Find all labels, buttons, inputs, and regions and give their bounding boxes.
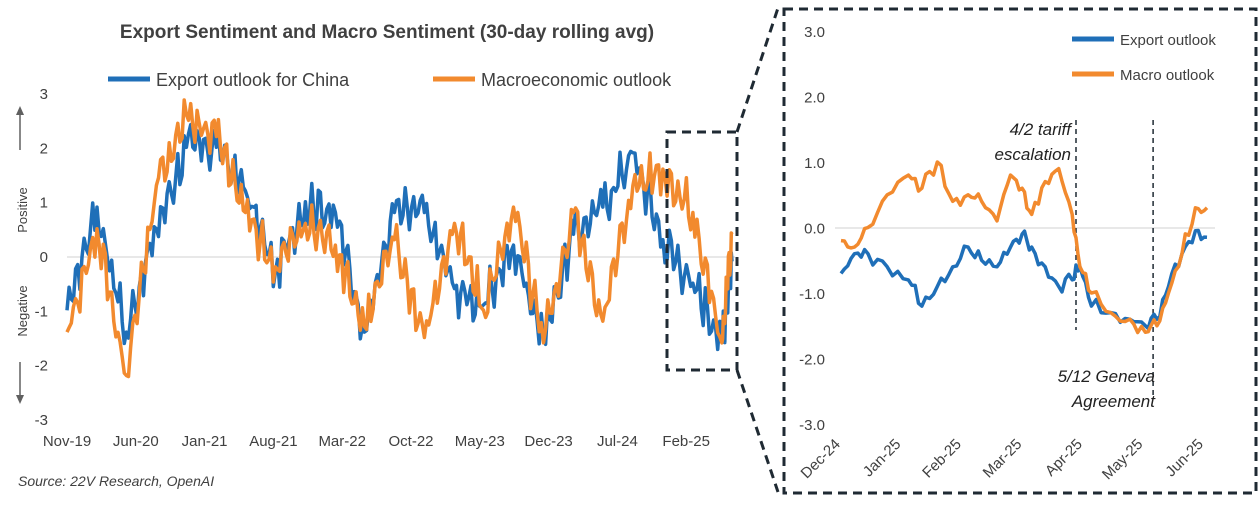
x-tick-label: Dec-24	[798, 436, 844, 482]
right-legend-export-label: Export outlook	[1120, 32, 1216, 49]
left-chart-title: Export Sentiment and Macro Sentiment (30…	[120, 22, 654, 43]
geneva-annotation-line2: Agreement	[1071, 392, 1156, 411]
y-tick-label: -3	[35, 412, 48, 429]
y-tick-label: 2	[40, 140, 48, 157]
y-tick-label: -3.0	[799, 417, 825, 434]
series-line-macro	[840, 160, 1209, 335]
x-tick-label: Feb-25	[662, 433, 710, 450]
up-arrow-icon	[16, 106, 24, 115]
x-tick-label: May-23	[455, 433, 505, 450]
right-series-group	[839, 160, 1209, 335]
y-tick-label: 3.0	[804, 24, 825, 41]
left-chart: Export Sentiment and Macro Sentiment (30…	[15, 7, 780, 493]
down-arrow-icon	[16, 395, 24, 404]
tariff-annotation-line1: 4/2 tariff	[1010, 120, 1074, 139]
y-tick-label: 3	[40, 86, 48, 103]
left-y-axis: 3 2 1 0 -1 -2 -3	[35, 86, 48, 429]
right-chart: 3.0 2.0 1.0 0.0 -1.0 -2.0 -3.0 Dec-24 Jan-25 Feb…	[782, 7, 1258, 495]
left-series-group	[65, 98, 734, 379]
x-tick-label: Nov-19	[43, 433, 91, 450]
right-x-axis: Dec-24 Jan-25 Feb-25 Mar-25 Apr-25 May-25 Jun-…	[798, 436, 1207, 483]
geneva-annotation-line1: 5/12 Geneva	[1058, 367, 1155, 386]
zoom-highlight-box	[665, 130, 739, 372]
x-tick-label: Jan-21	[182, 433, 228, 450]
x-tick-label: Mar-22	[318, 433, 366, 450]
positive-axis-label: Positive	[15, 187, 30, 233]
y-tick-label: 1.0	[804, 155, 825, 172]
x-tick-label: Jan-25	[860, 436, 904, 480]
x-tick-label: Apr-25	[1042, 436, 1086, 480]
tariff-annotation-line2: escalation	[994, 145, 1071, 164]
x-tick-label: May-25	[1099, 436, 1146, 483]
x-tick-label: Jul-24	[597, 433, 638, 450]
y-tick-label: -2	[35, 358, 48, 375]
y-tick-label: 2.0	[804, 90, 825, 107]
series-line-export	[839, 228, 1208, 331]
zoom-connector-top	[735, 7, 780, 133]
x-tick-label: Jun-20	[113, 433, 159, 450]
series-line-macro	[65, 98, 734, 379]
y-tick-label: -1	[35, 303, 48, 320]
x-tick-label: Mar-25	[980, 436, 1026, 482]
x-tick-label: Oct-22	[388, 433, 433, 450]
y-tick-label: 0	[40, 249, 48, 266]
left-legend-macro-label: Macroeconomic outlook	[481, 70, 672, 90]
x-tick-label: Dec-23	[524, 433, 572, 450]
y-tick-label: 1	[40, 195, 48, 212]
y-tick-label: -2.0	[799, 352, 825, 369]
y-tick-label: -1.0	[799, 286, 825, 303]
x-tick-label: Jun-25	[1162, 436, 1206, 480]
source-note: Source: 22V Research, OpenAI	[18, 473, 214, 489]
series-line-export	[65, 122, 734, 352]
right-y-axis: 3.0 2.0 1.0 0.0 -1.0 -2.0 -3.0	[799, 24, 825, 434]
y-tick-label: 0.0	[804, 221, 825, 238]
right-annotations: 4/2 tariff escalation 5/12 Geneva Agreem…	[994, 120, 1156, 411]
zoom-panel-frame	[782, 7, 1258, 495]
x-tick-label: Aug-21	[249, 433, 297, 450]
left-legend-export-label: Export outlook for China	[156, 70, 350, 90]
x-tick-label: Feb-25	[919, 436, 965, 482]
left-x-axis: Nov-19 Jun-20 Jan-21 Aug-21 Mar-22 Oct-22 May-…	[43, 433, 710, 450]
negative-axis-label: Negative	[15, 285, 30, 336]
zoom-connector-bottom	[735, 369, 780, 493]
right-legend-macro-label: Macro outlook	[1120, 67, 1215, 84]
